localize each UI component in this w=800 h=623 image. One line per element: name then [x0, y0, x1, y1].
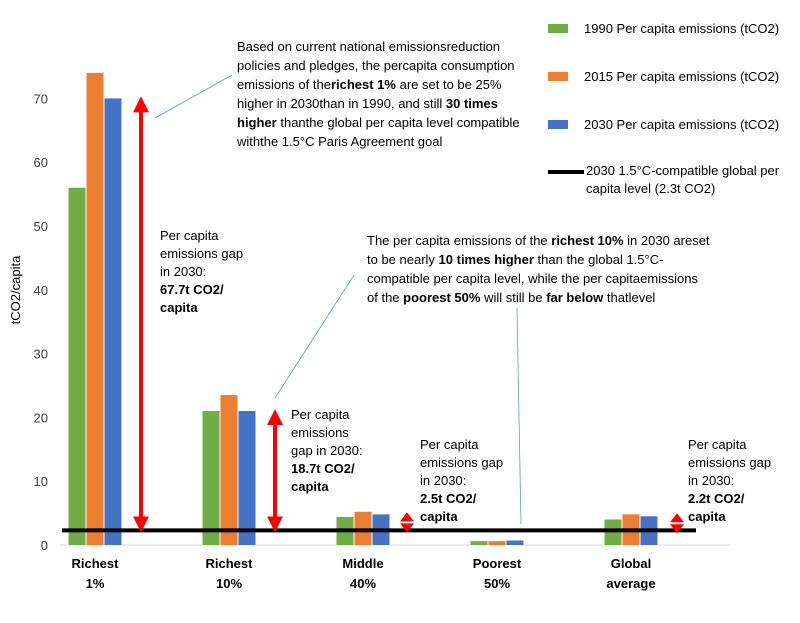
annotation-text: in 2030 are: [623, 233, 693, 248]
annotation-text: level: [628, 290, 656, 305]
y-tick-label: 20: [34, 410, 48, 425]
annotation-text: Based on current national emissions: [237, 39, 447, 54]
gap-arrow-up: [400, 512, 414, 522]
callout-leader-2: [274, 274, 355, 399]
legend-label: 2030 Per capita emissions (tCO2): [584, 117, 780, 132]
legend-swatch: [548, 120, 568, 129]
annotation-text: reduction policies and pledges, the per: [237, 39, 501, 73]
gap-label-line: emissions gap: [160, 246, 244, 261]
gap-label-value: 2.5t CO2/: [420, 491, 477, 506]
legend-swatch: [548, 72, 568, 81]
annotation-text: set to be nearly: [367, 233, 710, 267]
gap-label-value: 67.7t CO2/: [160, 282, 224, 297]
annotation-text: that: [603, 290, 629, 305]
category-label: 1%: [86, 576, 105, 591]
gap-label-value: capita: [291, 479, 329, 494]
category-labels: Richest 1% Richest 10% Middle 40% Poorest 50% Gl…: [72, 556, 656, 591]
annotation-text: than in 1990, and still: [319, 96, 446, 111]
category-label: 40%: [350, 576, 376, 591]
annotation-text: richest 10%: [551, 233, 624, 248]
annotation-text: compatible per capita level, while the p…: [367, 271, 641, 286]
annotation-text: will still be: [480, 290, 547, 305]
bar: [488, 541, 506, 545]
gap-label-line: in 2030:: [160, 264, 207, 279]
gap-label: Per capita emissions gap in 2030: 2.2t CO2/…: [688, 436, 771, 526]
category-label: 50%: [484, 576, 510, 591]
callout-leader-3: [516, 307, 522, 525]
category-label: average: [606, 576, 655, 591]
gap-label-line: Per capita: [160, 228, 219, 243]
y-tick-label: 40: [34, 283, 48, 298]
annotation-text: emissions of the: [367, 271, 698, 305]
legend-label: 2015 Per capita emissions (tCO2): [584, 69, 780, 84]
bar: [202, 411, 220, 545]
y-tick-label: 60: [34, 155, 48, 170]
gap-label-line: Per capita: [291, 407, 350, 422]
gap-label-value: 2.2t CO2/: [688, 491, 745, 506]
category-label: 10%: [216, 576, 242, 591]
bar: [470, 541, 488, 545]
annotation-text: capita consumption emissions of the: [237, 58, 515, 92]
annotation-text: The per capita emissions of the: [367, 233, 552, 248]
bar: [104, 98, 122, 546]
annotation-text: the 1.5°C Paris Agreement goal: [260, 134, 443, 149]
callout-leader-1: [154, 74, 233, 119]
gap-arrow-down: [400, 523, 414, 533]
gap-label-line: emissions: [291, 425, 349, 440]
category-label: Global: [611, 556, 651, 571]
gap-label-value: capita: [420, 509, 458, 524]
gap-label-line: emissions gap: [688, 455, 772, 470]
annotation-text: 30 times higher: [237, 96, 498, 130]
category-label: Poorest: [473, 556, 522, 571]
annotation-text: than: [276, 115, 306, 130]
annotation-text: poorest 50%: [403, 290, 481, 305]
bar: [220, 395, 238, 545]
gap-label-value: capita: [688, 509, 726, 524]
annotation-text: than the global 1.5°C-: [533, 252, 664, 267]
y-axis: 0 10 20 30 40 50 60 70: [34, 91, 48, 553]
annotation-text: far below: [546, 290, 604, 305]
legend-swatch: [548, 24, 568, 33]
gap-label: Per capita emissions gap in 2030: 18.7t CO2…: [291, 406, 363, 496]
gap-arrow-up: [670, 513, 684, 523]
bar: [68, 187, 86, 545]
gap-arrow-down: [670, 524, 684, 534]
gap-arrows: [133, 96, 684, 534]
y-tick-label: 10: [34, 474, 48, 489]
legend-label: 1990 Per capita emissions (tCO2): [584, 21, 780, 36]
gap-label-line: gap in 2030:: [291, 443, 363, 458]
bar: [238, 411, 256, 545]
annotation-text: the global per capita level compatible w…: [237, 115, 520, 149]
gap-label: Per capita emissions gap in 2030: 67.7t CO2…: [160, 227, 243, 317]
gap-label-line: Per capita: [688, 437, 747, 452]
annotation-text: are set to be 25% higher in 2030: [237, 77, 502, 111]
y-tick-label: 50: [34, 219, 48, 234]
y-tick-label: 0: [41, 538, 48, 553]
annotation-text: richest 1%: [330, 77, 396, 92]
legend-swatch-line: [548, 170, 584, 174]
gap-label-value: 18.7t CO2/: [291, 461, 355, 476]
y-tick-label: 30: [34, 347, 48, 362]
y-tick-label: 70: [34, 91, 48, 106]
gap-label-line: in 2030:: [420, 473, 467, 488]
category-label: Richest: [206, 556, 254, 571]
category-label: Middle: [342, 556, 383, 571]
annotation-richest-1: Based on current national emissionsreduc…: [237, 37, 537, 151]
bar: [86, 72, 104, 545]
gap-label: Per capita emissions gap in 2030: 2.5t CO2/…: [420, 436, 503, 526]
annotation-text: 10 times higher: [438, 252, 534, 267]
annotation-richest-10: The per capita emissions of the richest …: [367, 231, 712, 307]
bars: [68, 72, 658, 546]
legend-label: 2030 1.5°C-compatible global per capita …: [586, 163, 780, 196]
gap-label-value: capita: [160, 300, 198, 315]
gap-label-line: emissions gap: [420, 455, 504, 470]
y-axis-label: tCO2/capita: [8, 255, 23, 324]
bar: [506, 540, 524, 545]
gap-label-line: in 2030:: [688, 473, 735, 488]
category-label: Richest: [72, 556, 120, 571]
gap-label-line: Per capita: [420, 437, 479, 452]
